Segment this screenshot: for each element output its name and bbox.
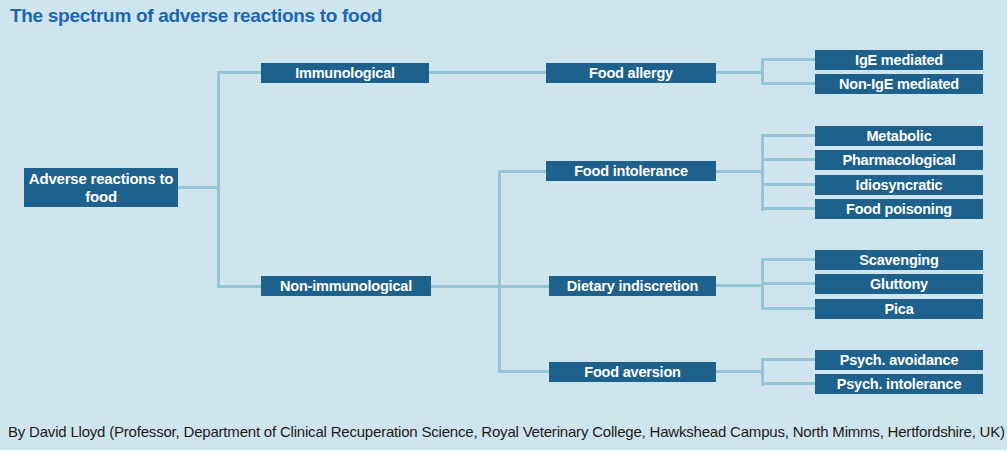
connector-line: [716, 71, 763, 74]
node-pharmacological: Pharmacological: [815, 150, 983, 170]
node-psych-intolerance: Psych. intolerance: [815, 374, 983, 394]
diagram-panel: The spectrum of adverse reactions to foo…: [0, 0, 1007, 450]
attribution-text: By David Lloyd (Professor, Department of…: [8, 423, 1005, 440]
node-immunological: Immunological: [261, 63, 429, 83]
connector-line: [716, 284, 763, 287]
connector-line: [761, 82, 815, 85]
connector-line: [761, 134, 764, 211]
node-ige-mediated: IgE mediated: [815, 50, 983, 70]
connector-line: [761, 183, 815, 186]
node-food-intolerance: Food intolerance: [546, 161, 716, 181]
node-adverse-reactions-to-food: Adverse reactions to food: [24, 168, 178, 207]
connector-line: [431, 285, 500, 288]
connector-line: [178, 186, 218, 189]
connector-line: [761, 158, 815, 161]
node-food-aversion: Food aversion: [549, 362, 716, 382]
node-food-poisoning: Food poisoning: [815, 199, 983, 219]
connector-line: [217, 285, 262, 288]
node-food-allergy: Food allergy: [546, 63, 716, 83]
connector-line: [498, 170, 501, 373]
connector-line: [498, 370, 549, 373]
connector-line: [761, 207, 815, 210]
connector-line: [498, 285, 549, 288]
node-idiosyncratic: Idiosyncratic: [815, 175, 983, 195]
connector-line: [217, 71, 220, 288]
connector-line: [716, 370, 763, 373]
connector-line: [761, 282, 815, 285]
node-non-immunological: Non-immunological: [261, 276, 431, 296]
diagram-canvas: The spectrum of adverse reactions to foo…: [0, 0, 1007, 454]
connector-line: [498, 170, 546, 173]
connector-line: [761, 58, 764, 85]
node-pica: Pica: [815, 299, 983, 319]
connector-line: [429, 71, 546, 74]
node-metabolic: Metabolic: [815, 126, 983, 146]
connector-line: [761, 382, 815, 385]
node-scavenging: Scavenging: [815, 250, 983, 270]
connector-line: [761, 258, 815, 261]
page-title: The spectrum of adverse reactions to foo…: [10, 5, 382, 27]
node-psych-avoidance: Psych. avoidance: [815, 350, 983, 370]
connector-line: [716, 170, 763, 173]
connector-line: [761, 358, 815, 361]
node-gluttony: Gluttony: [815, 274, 983, 294]
connector-line: [761, 58, 815, 61]
node-non-ige-mediated: Non-IgE mediated: [815, 74, 983, 94]
connector-line: [761, 307, 815, 310]
connector-line: [761, 134, 815, 137]
connector-line: [217, 71, 262, 74]
node-dietary-indiscretion: Dietary indiscretion: [549, 276, 716, 296]
